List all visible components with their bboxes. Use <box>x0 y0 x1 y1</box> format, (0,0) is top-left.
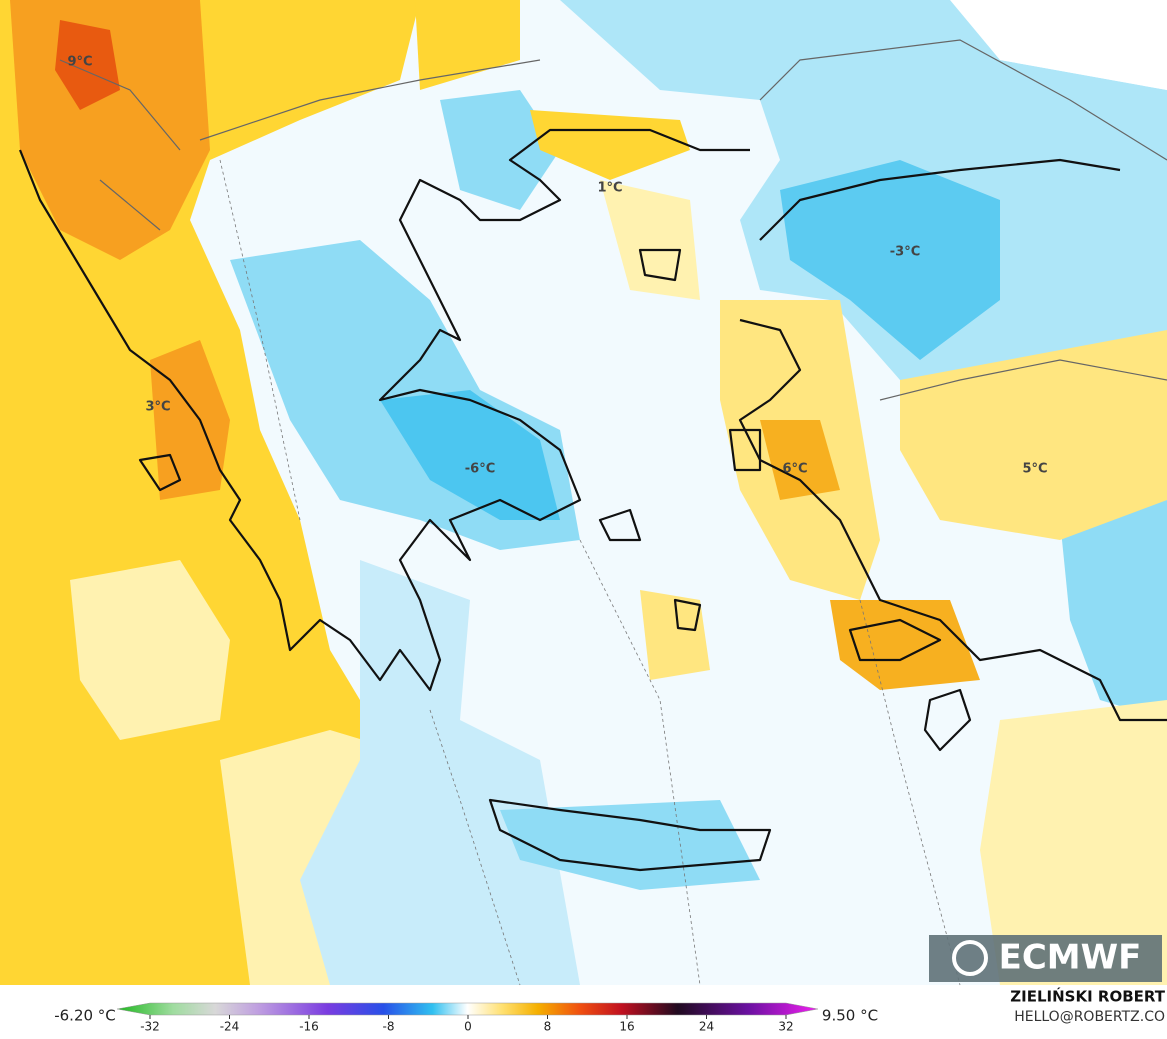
colorbar-tick-label: 8 <box>544 1020 552 1034</box>
warm-area <box>55 20 120 110</box>
coastline <box>759 158 1121 241</box>
rhodes <box>923 688 972 752</box>
temperature-label: 1°C <box>597 181 622 196</box>
warm-area <box>640 590 710 680</box>
temperature-label: -3°C <box>890 245 920 260</box>
colorbar-min-label: -6.20 °C <box>54 1007 116 1025</box>
logo: ECMWF <box>929 935 1162 982</box>
isoline <box>859 599 961 986</box>
coastline <box>738 318 1167 722</box>
colorbar-tick-label: -32 <box>140 1020 160 1034</box>
colorbar-bar <box>116 1002 819 1016</box>
border <box>199 59 541 141</box>
temperature-label: 9°C <box>67 55 92 70</box>
cool-area <box>780 160 1000 360</box>
map: 9°C 1°C -3°C 3°C -6°C 6°C 5°C ECMWF <box>0 0 1167 986</box>
colorbar-tick-label: 0 <box>464 1020 472 1034</box>
border <box>59 59 181 231</box>
cool-area <box>440 90 560 210</box>
logo-text: ECMWF <box>999 938 1142 978</box>
warm-area <box>980 700 1167 985</box>
colorbar-tick-label: -24 <box>220 1020 240 1034</box>
contact: HELLO@ROBERTZ.CO <box>1014 1009 1165 1025</box>
colorbar-tick-label: 24 <box>699 1020 714 1034</box>
island <box>138 453 182 492</box>
warm-area <box>530 110 690 180</box>
colorbar: -6.20 °C 9.50 °C -32 -24 -16 -8 0 8 16 24 32 <box>54 1002 878 1034</box>
island <box>673 598 702 632</box>
warm-area <box>70 560 230 740</box>
crete <box>488 798 772 872</box>
colorbar-tick-label: -16 <box>299 1020 319 1034</box>
colorbar-tick-label: -8 <box>383 1020 395 1034</box>
temperature-label: 3°C <box>145 400 170 415</box>
isoline <box>429 709 521 986</box>
border <box>879 359 1167 401</box>
logo-icon <box>952 940 988 976</box>
colorbar-tick-label: 16 <box>619 1020 634 1034</box>
warm-area <box>760 420 840 500</box>
cool-area <box>500 800 760 890</box>
warm-area <box>900 330 1167 540</box>
cool-area <box>380 390 560 520</box>
temperature-label: 5°C <box>1022 462 1047 477</box>
lesbos <box>728 428 762 472</box>
temperature-label: -6°C <box>465 462 495 477</box>
island <box>638 248 682 282</box>
colorbar-tick-label: 32 <box>778 1020 793 1034</box>
coastline <box>18 128 750 692</box>
border <box>759 39 1167 161</box>
cool-area <box>950 0 1167 90</box>
cool-area <box>1060 500 1167 720</box>
kos <box>848 618 942 662</box>
temperature-label: 6°C <box>782 462 807 477</box>
author: ZIELIŃSKI ROBERT <box>1010 987 1165 1006</box>
island <box>598 508 642 542</box>
colorbar-max-label: 9.50 °C <box>822 1007 878 1025</box>
warm-area <box>600 180 700 300</box>
isoline <box>219 159 301 521</box>
